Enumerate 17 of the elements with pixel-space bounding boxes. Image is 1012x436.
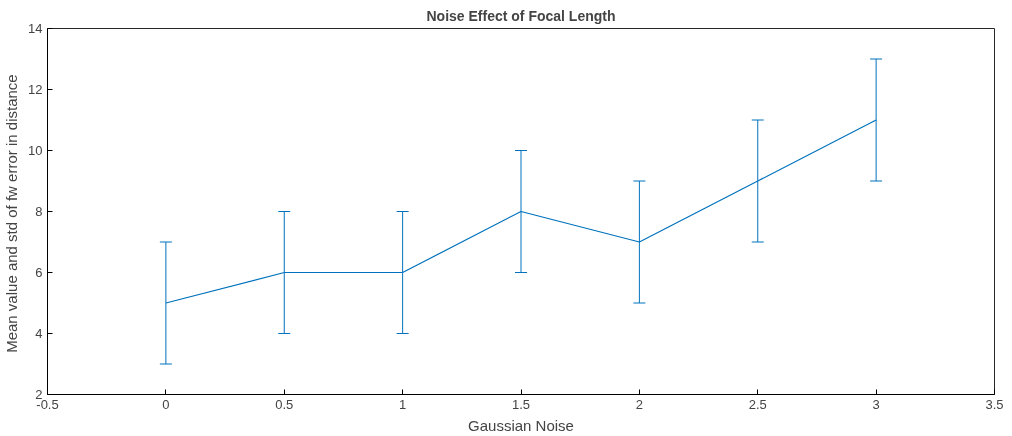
x-tick-label: 2 bbox=[635, 396, 643, 412]
x-axis-title: Gaussian Noise bbox=[468, 416, 574, 434]
chart-title: Noise Effect of Focal Length bbox=[426, 7, 616, 24]
x-tick-label: 1 bbox=[399, 396, 407, 412]
x-tick-label: 3 bbox=[872, 396, 880, 412]
y-tick-label: 12 bbox=[28, 82, 43, 97]
y-tick-label: 6 bbox=[35, 265, 43, 280]
x-tick-label: 3.5 bbox=[985, 396, 1004, 412]
x-tick-label: 0.5 bbox=[275, 396, 294, 412]
y-tick-label: 10 bbox=[28, 143, 43, 158]
x-tick-label: 2.5 bbox=[748, 396, 767, 412]
y-axis-title: Mean value and std of fw error in distance bbox=[3, 74, 21, 353]
x-tick-label: 0 bbox=[162, 396, 170, 412]
y-tick-label: 8 bbox=[35, 204, 43, 219]
y-tick-label: 4 bbox=[35, 326, 43, 341]
x-tick-label: 1.5 bbox=[511, 396, 531, 412]
y-tick-label: 14 bbox=[28, 21, 43, 36]
